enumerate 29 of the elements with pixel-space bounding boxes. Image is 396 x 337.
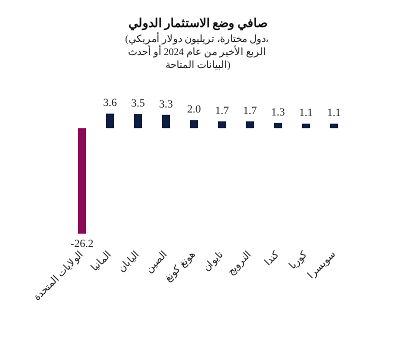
data-label: 2.0 [187, 104, 202, 116]
x-tick-label: الولايات المتحدة [32, 249, 86, 304]
data-label: 3.5 [131, 98, 146, 110]
x-tick-label: كندا [262, 249, 282, 268]
bar [218, 121, 226, 128]
data-label: 3.6 [103, 97, 118, 110]
x-tick-label: تايوان [201, 249, 226, 274]
bar [162, 114, 170, 128]
bar [134, 114, 142, 128]
data-label: 3.3 [159, 98, 174, 110]
x-tick-label: النرويج [226, 249, 254, 278]
bar [274, 122, 282, 128]
data-label: 1.1 [327, 107, 341, 120]
data-label: 1.1 [299, 107, 313, 120]
chart-title: صافي وضع الاستثمار الدولي [128, 16, 268, 31]
x-tick-label: الصين [144, 249, 170, 276]
data-label: -26.2 [70, 238, 94, 250]
bar [78, 128, 86, 234]
bar [330, 124, 338, 128]
data-label: 1.7 [243, 104, 258, 117]
bar [106, 114, 114, 128]
x-tick-label: المانيا [89, 249, 114, 274]
chart-subtitle: (دول مختارة، تريليون دولار أمريكي، الربع الأخير من عام 2024 أو أحدث البيانات المتاحة) [125, 32, 271, 71]
data-label: 1.7 [215, 104, 230, 117]
x-tick-label: اليابان [116, 249, 142, 275]
data-label: 1.3 [271, 106, 286, 118]
bar [246, 121, 254, 128]
bar [302, 124, 310, 128]
bar [190, 120, 198, 128]
